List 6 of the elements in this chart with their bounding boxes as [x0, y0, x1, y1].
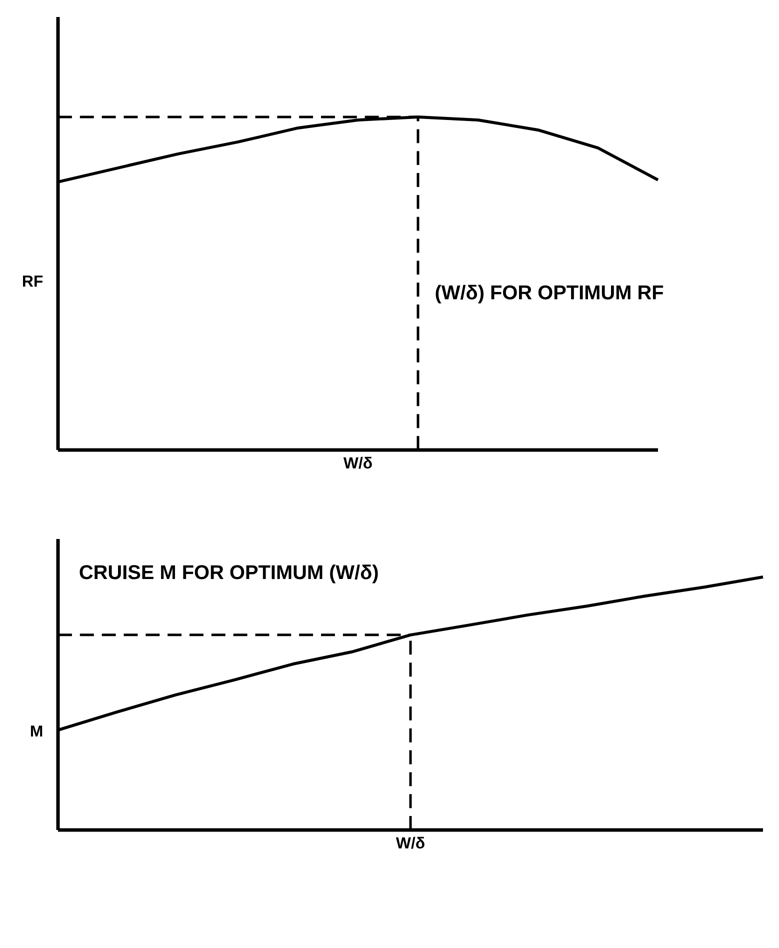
annotation: (W/δ) FOR OPTIMUM RF	[436, 284, 664, 304]
y-axis-title: RF	[23, 276, 43, 287]
y-axis-title: M	[30, 726, 42, 737]
annotation: CRUISE M FOR OPTIMUM (W/δ)	[80, 564, 378, 584]
x-axis-title: W/δ	[396, 836, 424, 849]
x-axis-title: W/δ	[343, 456, 372, 469]
